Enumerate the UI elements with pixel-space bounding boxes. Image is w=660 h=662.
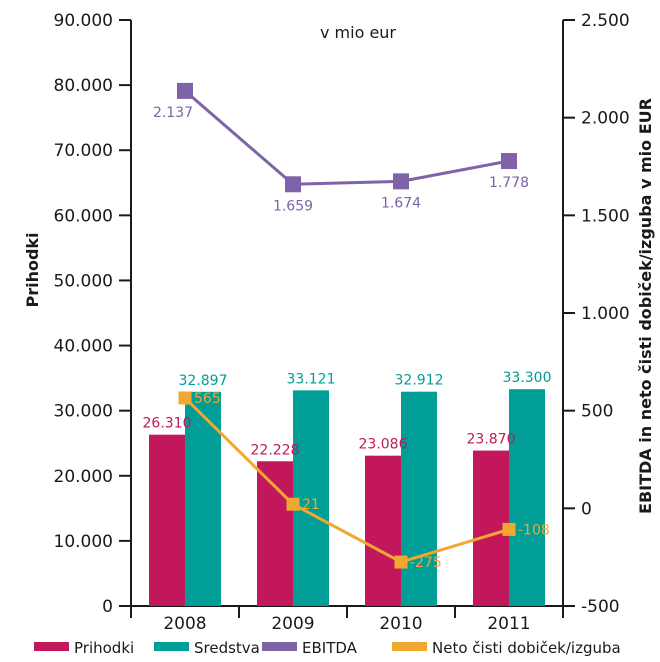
x-tick-label: 2011	[487, 614, 530, 634]
data-labels: 26.310 22.228 23.086 23.870 32.897 33.121 32.9…	[143, 105, 552, 571]
x-tick-label: 2009	[271, 614, 314, 634]
legend-label: Prihodki	[74, 639, 134, 657]
legend-label: EBITDA	[302, 639, 358, 657]
legend-label: Sredstva	[194, 639, 260, 657]
line-data-label: 565	[194, 391, 221, 407]
bar-prihodki	[149, 434, 185, 606]
left-tick-label: 0	[102, 597, 113, 617]
left-tick-label: 90.000	[54, 11, 113, 31]
right-axis-title: EBITDA in neto čisti dobiček/izguba v mi…	[636, 98, 655, 514]
right-tick-label: 2.000	[581, 109, 630, 129]
bar-data-label: 23.870	[467, 432, 516, 448]
line-data-label: 21	[302, 497, 320, 513]
lines	[177, 82, 517, 569]
bar-data-label: 33.121	[287, 371, 336, 387]
left-tick-label: 60.000	[54, 206, 113, 226]
line-series	[184, 89, 510, 186]
bar-sredstva	[401, 391, 437, 606]
bar-data-label: 23.086	[359, 437, 408, 453]
x-tick-label: 2010	[379, 614, 422, 634]
legend: Prihodki Sredstva EBITDA Neto čisti dobiček…	[34, 639, 621, 657]
left-tick-label: 10.000	[54, 532, 113, 552]
left-tick-label: 30.000	[54, 402, 113, 422]
left-tick-label: 70.000	[54, 141, 113, 161]
bar-prihodki	[257, 461, 293, 606]
right-tick-label: 1.000	[581, 304, 630, 324]
line-data-label: -275	[410, 555, 442, 571]
left-tick-label: 20.000	[54, 467, 113, 487]
line-data-label: -108	[518, 522, 550, 538]
left-axis-title: Prihodki	[23, 232, 42, 307]
bar-data-label: 32.912	[395, 373, 444, 389]
line-marker	[177, 82, 193, 99]
legend-swatch	[154, 642, 189, 651]
left-tick-label: 80.000	[54, 76, 113, 96]
bars	[149, 389, 545, 606]
line-marker	[501, 153, 517, 170]
x-tick-label: 2008	[163, 614, 206, 634]
right-tick-label: 0	[581, 499, 592, 519]
right-tick-label: -500	[581, 597, 620, 617]
line-marker	[394, 555, 408, 569]
legend-swatch	[34, 642, 69, 651]
legend-label: Neto čisti dobiček/izguba	[432, 639, 621, 657]
unit-label: v mio eur	[320, 23, 396, 42]
legend-swatch	[392, 642, 427, 651]
left-tick-label: 50.000	[54, 271, 113, 291]
line-data-label: 1.659	[273, 198, 313, 214]
line-data-label: 1.778	[489, 175, 529, 191]
line-marker	[502, 522, 516, 536]
legend-swatch	[262, 642, 297, 651]
line-data-label: 1.674	[381, 195, 421, 211]
bar-data-label: 26.310	[143, 416, 192, 432]
bar-sredstva	[509, 389, 545, 606]
bar-data-label: 33.300	[503, 370, 552, 386]
line-marker	[393, 173, 409, 190]
right-tick-label: 500	[581, 402, 613, 422]
bar-prihodki	[365, 455, 401, 606]
left-tick-label: 40.000	[54, 337, 113, 357]
line-marker	[178, 391, 192, 405]
line-marker	[285, 176, 301, 193]
right-tick-label: 2.500	[581, 11, 630, 31]
line-data-label: 2.137	[153, 105, 193, 121]
line-series	[183, 396, 510, 564]
right-tick-label: 1.500	[581, 206, 630, 226]
bar-data-label: 32.897	[179, 373, 228, 389]
bar-data-label: 22.228	[251, 442, 300, 458]
line-marker	[286, 497, 300, 511]
